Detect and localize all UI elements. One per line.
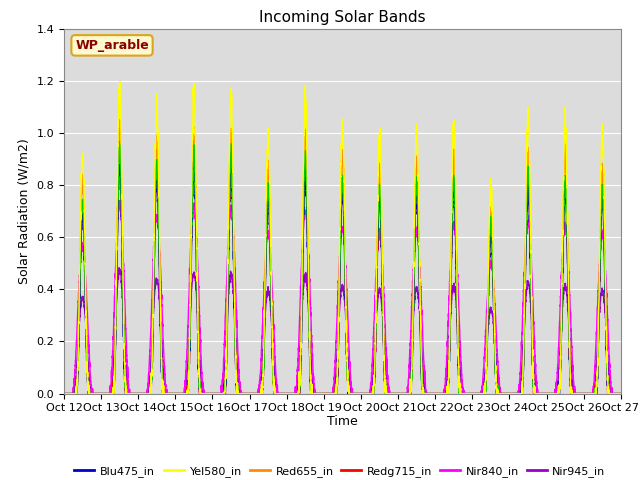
Legend: Blu475_in, Grn535_in, Yel580_in, Red655_in, Redg715_in, Nir840_in, Nir945_in: Blu475_in, Grn535_in, Yel580_in, Red655_… — [70, 461, 610, 480]
X-axis label: Time: Time — [327, 415, 358, 428]
Title: Incoming Solar Bands: Incoming Solar Bands — [259, 10, 426, 25]
Y-axis label: Solar Radiation (W/m2): Solar Radiation (W/m2) — [18, 138, 31, 284]
Text: WP_arable: WP_arable — [75, 39, 149, 52]
